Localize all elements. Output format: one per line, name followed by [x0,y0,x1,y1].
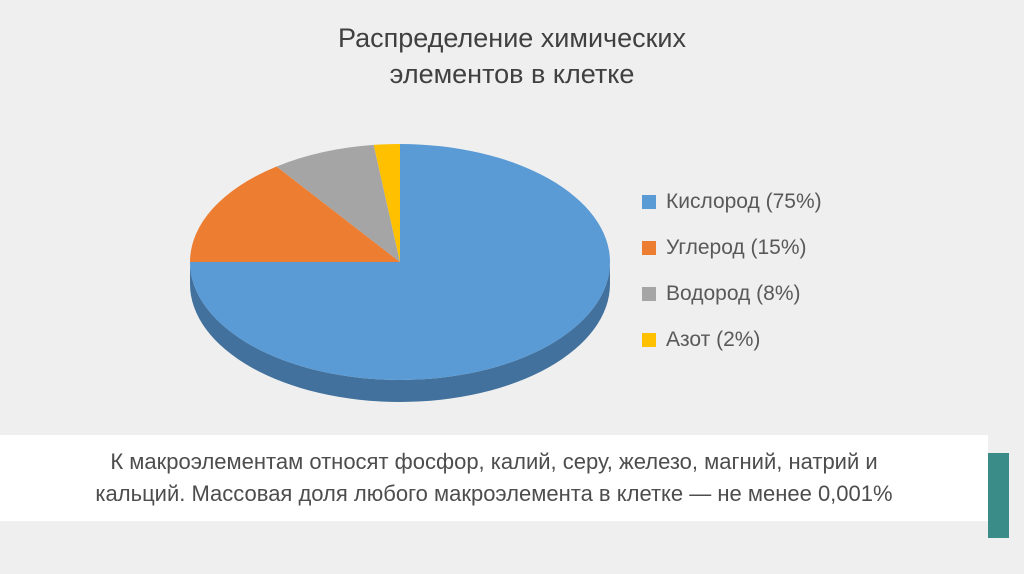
footer-bar: К макроэлементам относят фосфор, калий, … [0,435,988,521]
legend-item: Азот (2%) [642,328,822,352]
footer-accent [988,453,1009,538]
legend-item: Углерод (15%) [642,236,822,260]
legend-label: Кислород (75%) [666,190,822,213]
chart-title-line-1: Распределение химических [337,23,687,53]
legend-item: Водород (8%) [642,282,822,306]
chart-title: Распределение химических элементов в кле… [0,20,1024,92]
footer-text-line-2: кальций. Массовая доля любого макроэлеме… [95,481,893,506]
legend-item: Кислород (75%) [642,190,822,214]
legend-swatch [642,195,656,209]
pie-depth-rim [190,262,610,402]
legend-swatch [642,241,656,255]
chart-title-line-2: элементов в клетке [389,59,635,89]
legend-label: Углерод (15%) [666,236,807,259]
legend-label: Водород (8%) [666,282,801,305]
legend-swatch [642,333,656,347]
pie-slice-3 [373,143,400,262]
pie-slice-2 [276,144,400,262]
footer-text-line-1: К макроэлементам относят фосфор, калий, … [110,449,878,474]
footer-text: К макроэлементам относят фосфор, калий, … [0,435,988,510]
legend-label: Азот (2%) [666,328,761,351]
legend-swatch [642,287,656,301]
pie-slice-1 [189,166,400,262]
chart-legend: Кислород (75%) Углерод (15%) Водород (8%) А… [642,190,822,374]
